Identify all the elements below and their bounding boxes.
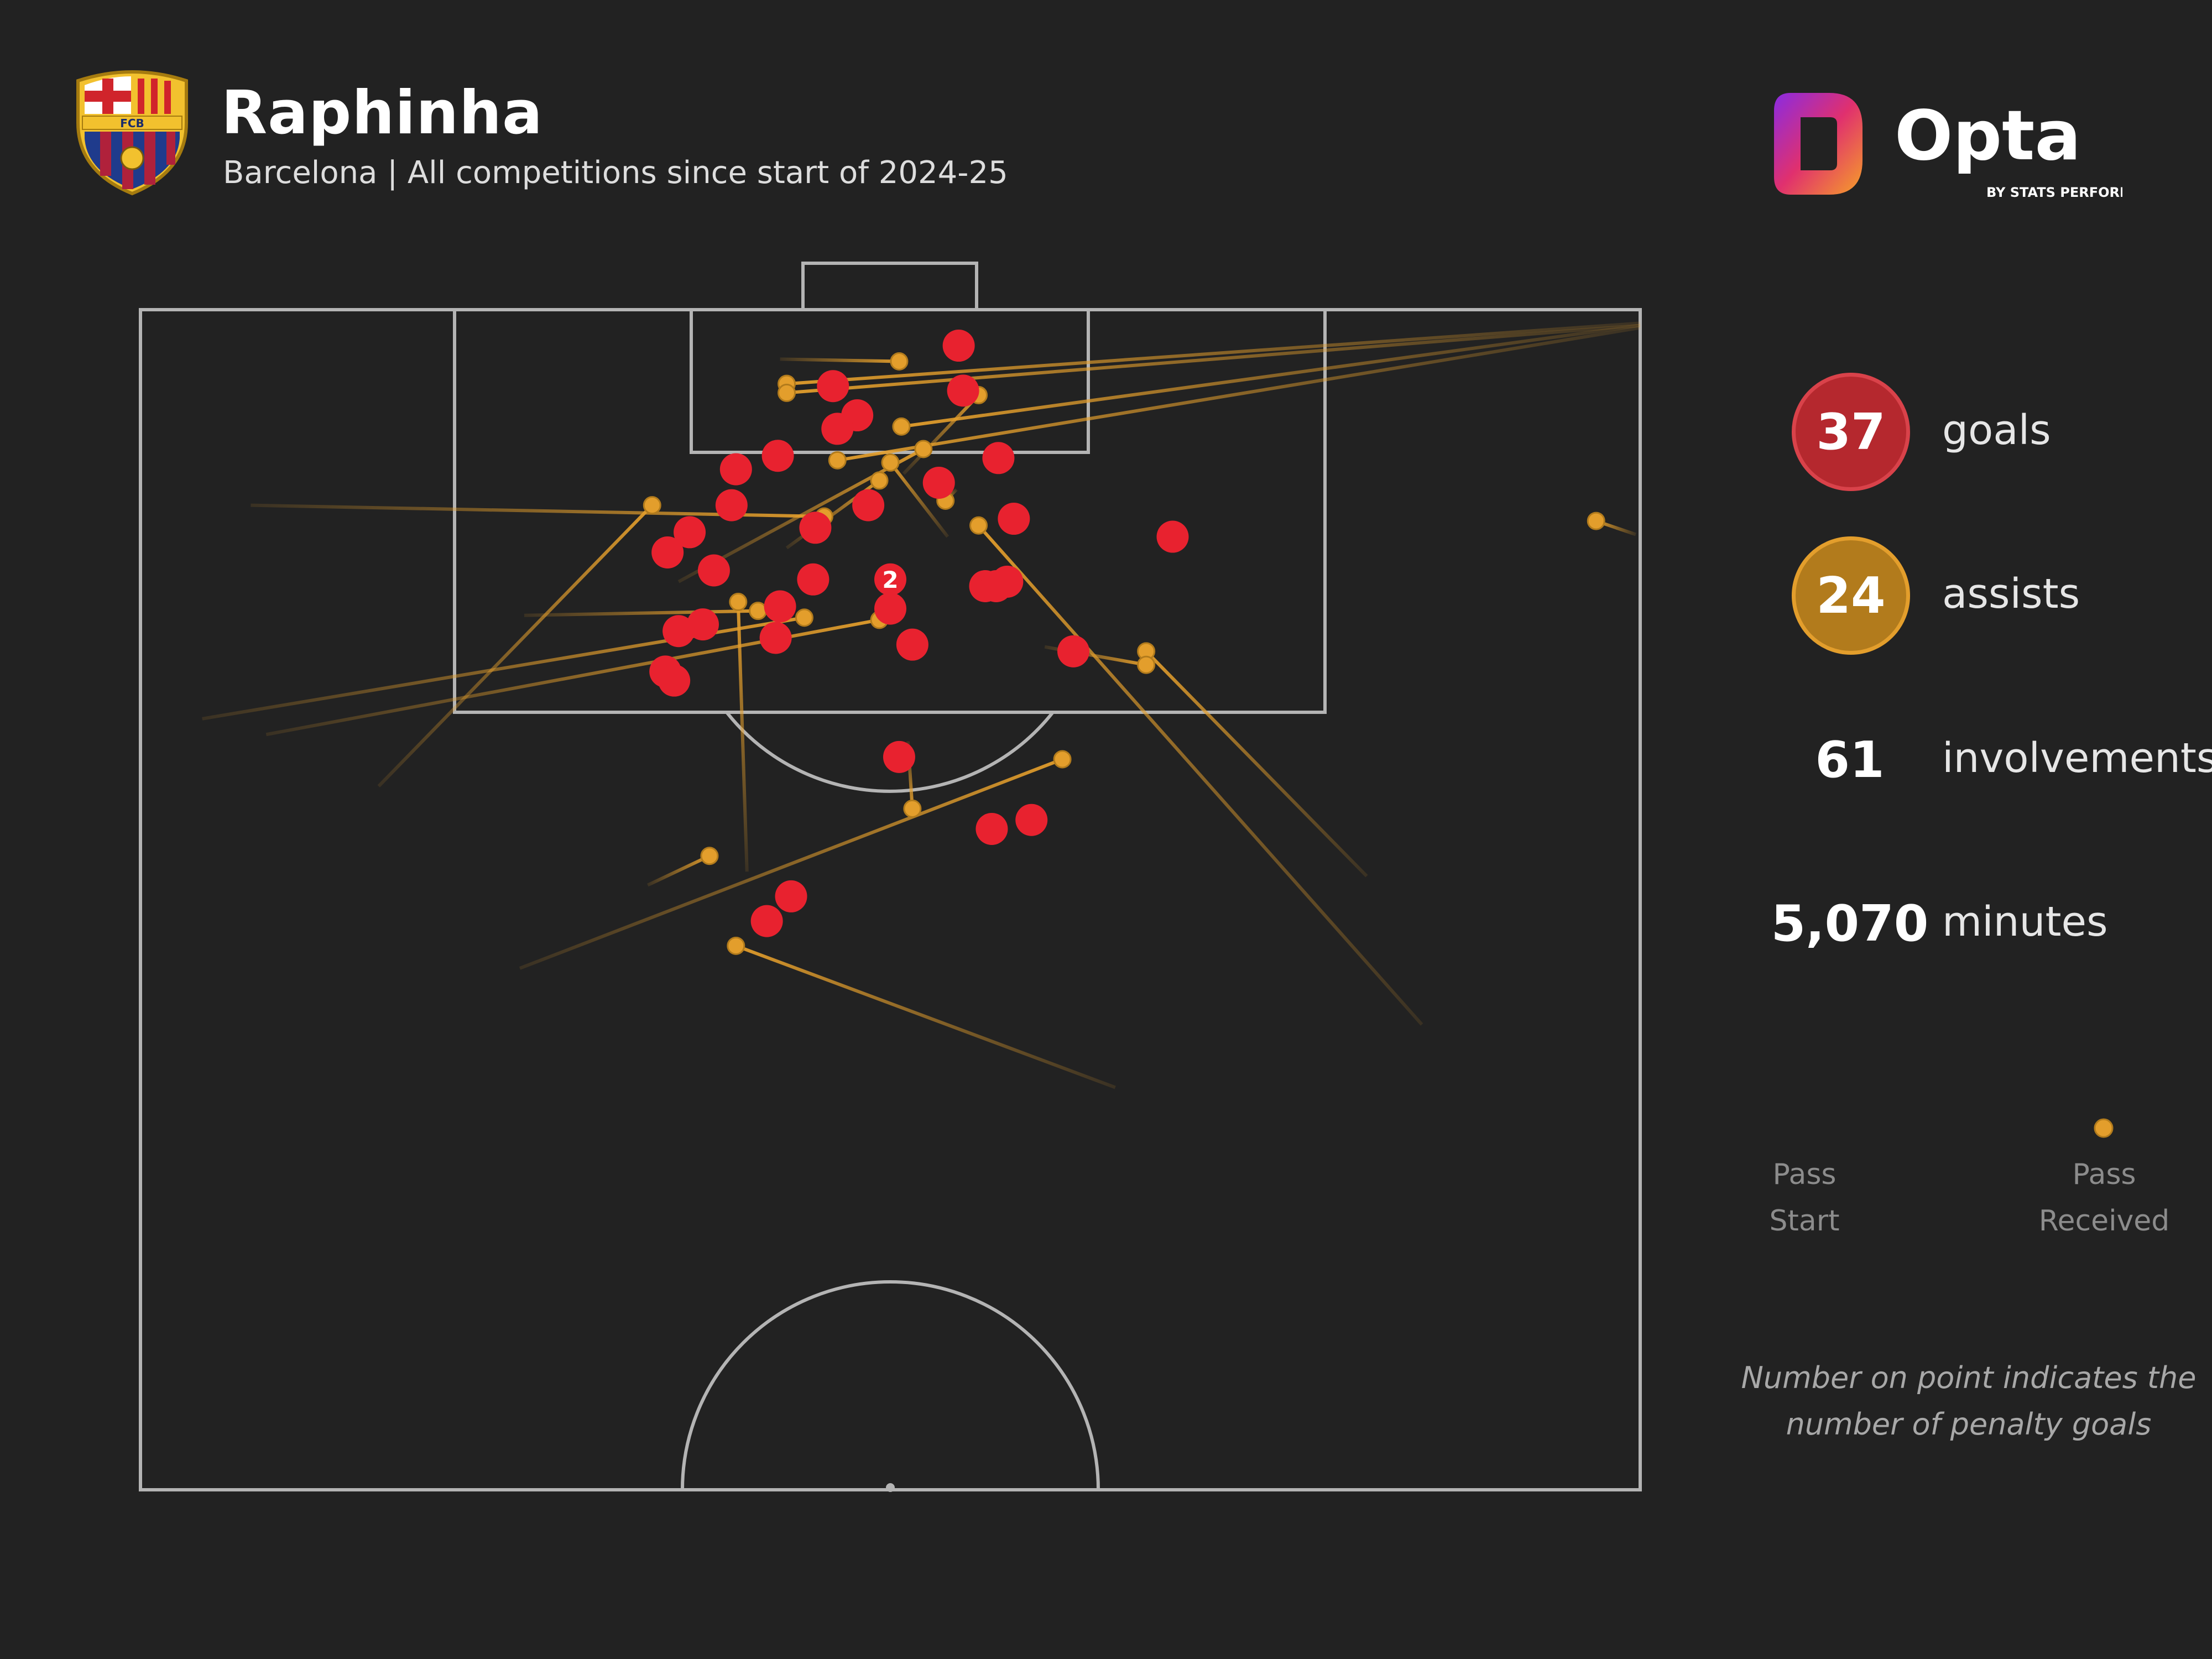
assist-pass-line <box>889 461 950 538</box>
opta-tagline: BY STATS PERFORM <box>1986 185 2122 200</box>
assist-received-point <box>890 352 909 371</box>
assist-pass-line <box>736 602 749 872</box>
legend-pass-start-label: Pass Start <box>1769 1158 1840 1238</box>
goal-point <box>674 516 706 549</box>
goal-point <box>687 608 719 641</box>
goal-area <box>690 308 1090 454</box>
assist-received-point <box>903 799 922 818</box>
involvements-label: involvements <box>1942 734 2212 782</box>
goal-point <box>982 442 1015 474</box>
goal-point <box>991 565 1024 598</box>
assist-received-point <box>892 417 911 436</box>
goal-point <box>821 413 854 445</box>
assist-received-point <box>778 383 796 402</box>
goal-point <box>759 622 792 654</box>
penalty-goal-point <box>874 563 906 596</box>
assist-received-point <box>749 602 768 620</box>
goal-point <box>761 440 794 472</box>
goal-point <box>658 664 691 697</box>
goal-point <box>719 453 752 486</box>
minutes-label: minutes <box>1942 898 2108 946</box>
assist-received-point <box>1053 750 1072 769</box>
goal-point <box>697 554 730 587</box>
assist-layer <box>202 321 1641 1089</box>
assist-received-point <box>727 936 745 955</box>
goal-point <box>874 592 906 625</box>
goal-point <box>1156 520 1189 553</box>
assist-received-point <box>914 440 933 458</box>
assist-received-point <box>870 471 889 490</box>
assist-received-point <box>969 516 988 535</box>
assist-received-point <box>729 592 748 611</box>
minutes-count: 5,070 <box>1771 895 1929 953</box>
assist-received-point <box>700 847 719 865</box>
goal-point <box>975 812 1008 845</box>
assist-pass-line <box>786 321 1641 386</box>
assist-pass-line <box>524 609 758 617</box>
opta-logo: Opta BY STATS PERFORM <box>1774 93 2122 200</box>
opta-wordmark: Opta <box>1895 96 2081 176</box>
page-subtitle: Barcelona | All competitions since start… <box>223 155 1008 191</box>
goal-point <box>947 374 979 407</box>
assists-label: assists <box>1942 570 2080 618</box>
assist-pass-line <box>647 854 711 887</box>
assist-pass-line <box>377 504 654 787</box>
legend-pass-received-label: Pass Received <box>2038 1158 2170 1238</box>
assist-pass-line <box>837 326 1641 462</box>
goal-point <box>799 512 832 544</box>
crest-initials: FCB <box>120 117 144 130</box>
goals-label: goals <box>1942 406 2051 454</box>
goal-point <box>750 905 783 937</box>
page-title: Raphinha <box>221 79 543 148</box>
goal-point <box>998 503 1030 535</box>
legend-pass-end-dot <box>2094 1118 2114 1138</box>
pass-legend <box>1805 1118 2114 1138</box>
goal-point <box>896 628 928 661</box>
assist-pass-line <box>977 524 1423 1026</box>
assist-pass-line <box>519 758 1063 970</box>
goal-point <box>922 466 955 499</box>
centre-circle-half <box>681 1280 1100 1490</box>
goal-point <box>764 590 796 623</box>
assist-pass-line <box>735 944 1116 1089</box>
goal-point <box>651 536 684 568</box>
assists-count-badge: 24 <box>1792 536 1910 655</box>
assist-pass-line <box>1145 650 1368 878</box>
goal-point <box>1057 635 1090 667</box>
goal-point <box>775 880 807 912</box>
goal-point <box>942 330 975 362</box>
goal-point <box>883 740 915 773</box>
assist-received-point <box>795 608 813 627</box>
pitch-outline <box>139 308 1642 1491</box>
penalty-note: Number on point indicates the number of … <box>1741 1360 2197 1442</box>
assist-pass-line <box>901 324 1641 429</box>
goal-point <box>715 489 748 521</box>
assist-received-point <box>881 453 900 472</box>
assist-received-point <box>1137 655 1156 674</box>
assist-pass-line <box>780 357 900 363</box>
assist-pass-line <box>786 324 1641 395</box>
assist-received-point <box>828 451 847 469</box>
club-crest: FCB <box>76 70 188 196</box>
penalty-arc <box>725 711 1055 793</box>
assist-pass-line <box>902 394 980 475</box>
goal-point <box>852 489 885 521</box>
centre-spot <box>886 1483 895 1492</box>
penalty-goal-count-label: 2 <box>882 566 898 593</box>
goals-count-badge: 37 <box>1792 373 1910 491</box>
involvements-count: 61 <box>1815 731 1885 789</box>
goal-point <box>797 563 830 596</box>
assist-received-point <box>1587 512 1605 530</box>
goal-point <box>1015 804 1048 836</box>
assist-received-point <box>643 496 661 515</box>
goal-point <box>662 615 695 648</box>
goal-layer: 2 <box>649 330 1189 937</box>
pitch-markings <box>139 262 1642 1492</box>
goal-point <box>817 370 849 403</box>
goal <box>801 262 978 311</box>
